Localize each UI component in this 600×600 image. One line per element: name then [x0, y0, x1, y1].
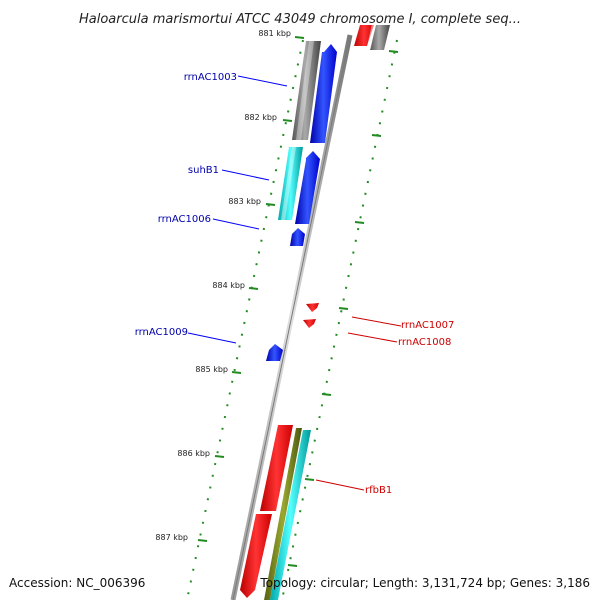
gene-separator [261, 428, 296, 600]
gene-arrow[interactable] [306, 303, 319, 312]
backbone-core [232, 34, 351, 600]
gene-arrow[interactable] [266, 344, 283, 361]
rrna-block[interactable] [370, 25, 390, 50]
tick-label: 887 kbp [155, 533, 188, 542]
tick-label: 884 kbp [212, 281, 245, 290]
tick-mark [294, 36, 305, 39]
tick-mark [282, 119, 293, 122]
accession-text: Accession: NC_006396 [9, 576, 145, 590]
label-leader [315, 479, 365, 491]
tick-mark [248, 287, 259, 290]
tick-mark [388, 50, 399, 53]
tick-label: 881 kbp [258, 29, 291, 38]
rrna-block[interactable] [292, 41, 321, 140]
tick-label: 882 kbp [244, 113, 277, 122]
label-leader [187, 332, 237, 344]
gene-arrow[interactable] [310, 44, 337, 143]
feature-suhb1[interactable] [278, 147, 303, 220]
tick-mark [214, 455, 225, 458]
feature-rrnac1006[interactable] [290, 228, 305, 246]
gene-block[interactable] [278, 147, 303, 220]
feature-suhb1-blue[interactable] [295, 151, 320, 224]
label-leader [347, 332, 398, 343]
tick-marks [197, 36, 399, 567]
feature-lower-red-1[interactable] [260, 425, 293, 511]
feature-rrnac1009[interactable] [266, 344, 283, 361]
feature-rrnac1007[interactable] [306, 303, 319, 312]
tick-label: 885 kbp [195, 365, 228, 374]
tick-mark [338, 307, 349, 310]
feature-rrnac1003-gray[interactable] [292, 41, 321, 140]
gene-label-rrnac1007[interactable]: rrnAC1007 [401, 320, 454, 331]
tick-mark [354, 221, 365, 224]
gene-block[interactable] [270, 430, 311, 600]
left-labels: rrnAC1003 suhB1 rrnAC1006 rrnAC1009 [135, 72, 288, 344]
tick-mark [304, 478, 315, 481]
gene-arrow[interactable] [303, 319, 316, 328]
feature-top-red[interactable] [354, 25, 374, 46]
genome-backbone [230, 34, 353, 600]
tick-mark [371, 134, 382, 137]
right-labels: rrnAC1007 rrnAC1008 rfbB1 [315, 316, 454, 496]
gene-arrow[interactable] [290, 228, 305, 246]
tick-mark [265, 203, 276, 206]
summary-text: Topology: circular; Length: 3,131,724 bp… [259, 576, 590, 590]
label-leader [212, 218, 260, 230]
feature-rfbb1[interactable] [270, 430, 311, 600]
gene-arrow[interactable] [354, 25, 374, 46]
tick-label: 886 kbp [177, 449, 210, 458]
feature-lower-red-2[interactable] [240, 514, 272, 598]
gene-label-suhb1[interactable]: suhB1 [188, 165, 219, 176]
rrna-highlight [296, 41, 314, 140]
gene-label-rrnac1009[interactable]: rrnAC1009 [135, 327, 188, 338]
label-leader [237, 75, 288, 87]
tick-labels: 881 kbp 882 kbp 883 kbp 884 kbp 885 kbp … [155, 29, 291, 542]
gene-block[interactable] [260, 425, 293, 511]
gene-label-rrnac1006[interactable]: rrnAC1006 [158, 214, 211, 225]
gene-block[interactable] [264, 428, 302, 600]
feature-rrnac1003-blue[interactable] [310, 44, 337, 143]
feature-lower-olive[interactable] [264, 428, 302, 600]
tick-mark [197, 539, 208, 542]
feature-rrnac1008[interactable] [303, 319, 316, 328]
gene-label-rfbb1[interactable]: rfbB1 [365, 485, 392, 496]
tick-label: 883 kbp [228, 197, 261, 206]
gene-label-rrnac1003[interactable]: rrnAC1003 [184, 72, 237, 83]
tick-mark [321, 393, 332, 396]
label-leader [221, 169, 270, 181]
tick-mark [231, 371, 242, 374]
tick-mark [287, 564, 298, 567]
feature-top-gray[interactable] [366, 25, 390, 50]
feature-lower-white-gap [261, 428, 296, 600]
label-leader [351, 316, 402, 327]
map-title: Haloarcula marismortui ATCC 43049 chromo… [79, 12, 521, 27]
gene-highlight [281, 147, 296, 220]
gene-arrow[interactable] [240, 514, 272, 598]
rrna-highlight [366, 25, 376, 49]
gene-arrow[interactable] [295, 151, 320, 224]
gene-label-rrnac1008[interactable]: rrnAC1008 [398, 337, 451, 348]
